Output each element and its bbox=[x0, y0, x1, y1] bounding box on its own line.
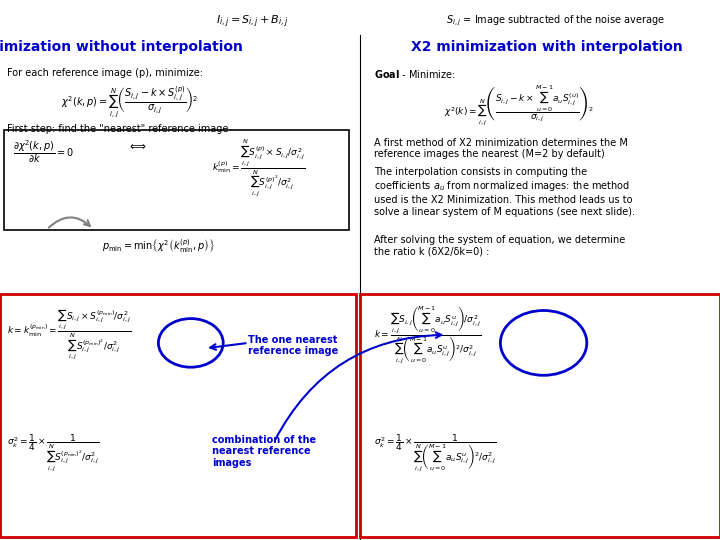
Text: $\sigma_k^2=\dfrac{1}{4}\times\dfrac{1}{\sum_{i,j}^{N}\left(\sum_{u=0}^{M-1}a_u : $\sigma_k^2=\dfrac{1}{4}\times\dfrac{1}{… bbox=[374, 432, 497, 472]
Text: $\bf{Goal}$ - Minimize:: $\bf{Goal}$ - Minimize: bbox=[374, 68, 456, 79]
Text: For each reference image (p), minimize:: For each reference image (p), minimize: bbox=[7, 68, 203, 78]
Text: combination of the
nearest reference
images: combination of the nearest reference ima… bbox=[212, 435, 317, 468]
Text: $\chi^2(k,p)=\sum_{i,j}^{N}\left(\dfrac{S_{i,j}-k\times S_{i,j}^{(p)}}{\sigma_{i: $\chi^2(k,p)=\sum_{i,j}^{N}\left(\dfrac{… bbox=[61, 84, 198, 119]
Text: The interpolation consists in computing the
coefficients $a_u$ from normalized i: The interpolation consists in computing … bbox=[374, 167, 636, 217]
Text: $S_{i,j}$ = Image subtracted of the noise average: $S_{i,j}$ = Image subtracted of the nois… bbox=[446, 14, 665, 28]
Text: $k=k_{\min}^{(p_{\min})}=\dfrac{\sum_{i,j}S_{i,j}\times S_{i,j}^{(p_{\min})}/\si: $k=k_{\min}^{(p_{\min})}=\dfrac{\sum_{i,… bbox=[7, 308, 132, 362]
Text: $k_{\min}^{(p)}=\dfrac{\sum_{i,j}^{N}S_{i,j}^{(p)}\times S_{i,j}/\sigma_{i,j}^2}: $k_{\min}^{(p)}=\dfrac{\sum_{i,j}^{N}S_{… bbox=[212, 138, 306, 199]
Text: $\Longleftrightarrow$: $\Longleftrightarrow$ bbox=[127, 141, 147, 152]
Text: $\dfrac{\partial\chi^2(k,p)}{\partial k}=0$: $\dfrac{\partial\chi^2(k,p)}{\partial k}… bbox=[13, 138, 73, 165]
FancyBboxPatch shape bbox=[360, 294, 720, 537]
Text: The one nearest
reference image: The one nearest reference image bbox=[248, 335, 338, 356]
Text: $p_{\min}=\min\left\{\chi^2\left(k_{\min}^{(p)},p\right)\right\}$: $p_{\min}=\min\left\{\chi^2\left(k_{\min… bbox=[102, 238, 215, 255]
Text: $\sigma_k^2=\dfrac{1}{4}\times\dfrac{1}{\sum_{i,j}^{N}S_{i,j}^{(p_{\min})^2}/\si: $\sigma_k^2=\dfrac{1}{4}\times\dfrac{1}{… bbox=[7, 432, 99, 472]
Text: $I_{i,j} = S_{i,j} + B_{i,j}$: $I_{i,j} = S_{i,j} + B_{i,j}$ bbox=[215, 14, 289, 30]
Text: $k=\dfrac{\sum_{i,j}S_{i,j}\left(\sum_{u=0}^{M-1}a_u S_{i,j}^u\right)/\sigma_{i,: $k=\dfrac{\sum_{i,j}S_{i,j}\left(\sum_{u… bbox=[374, 305, 482, 366]
Text: $\chi^2(k)=\sum_{i,j}^{N}\left(\dfrac{S_{i,j}-k\times\sum_{u=0}^{M-1}a_u S_{i,j}: $\chi^2(k)=\sum_{i,j}^{N}\left(\dfrac{S_… bbox=[444, 84, 593, 127]
FancyBboxPatch shape bbox=[4, 130, 349, 230]
FancyBboxPatch shape bbox=[0, 294, 356, 537]
Text: X2 minimization without interpolation: X2 minimization without interpolation bbox=[0, 40, 243, 55]
Text: First step: find the "nearest" reference image: First step: find the "nearest" reference… bbox=[7, 124, 228, 134]
Text: X2 minimization with interpolation: X2 minimization with interpolation bbox=[411, 40, 683, 55]
Text: A first method of X2 minimization determines the M
reference images the nearest : A first method of X2 minimization determ… bbox=[374, 138, 629, 159]
Text: After solving the system of equation, we determine
the ratio k (δX2/δk=0) :: After solving the system of equation, we… bbox=[374, 235, 626, 256]
